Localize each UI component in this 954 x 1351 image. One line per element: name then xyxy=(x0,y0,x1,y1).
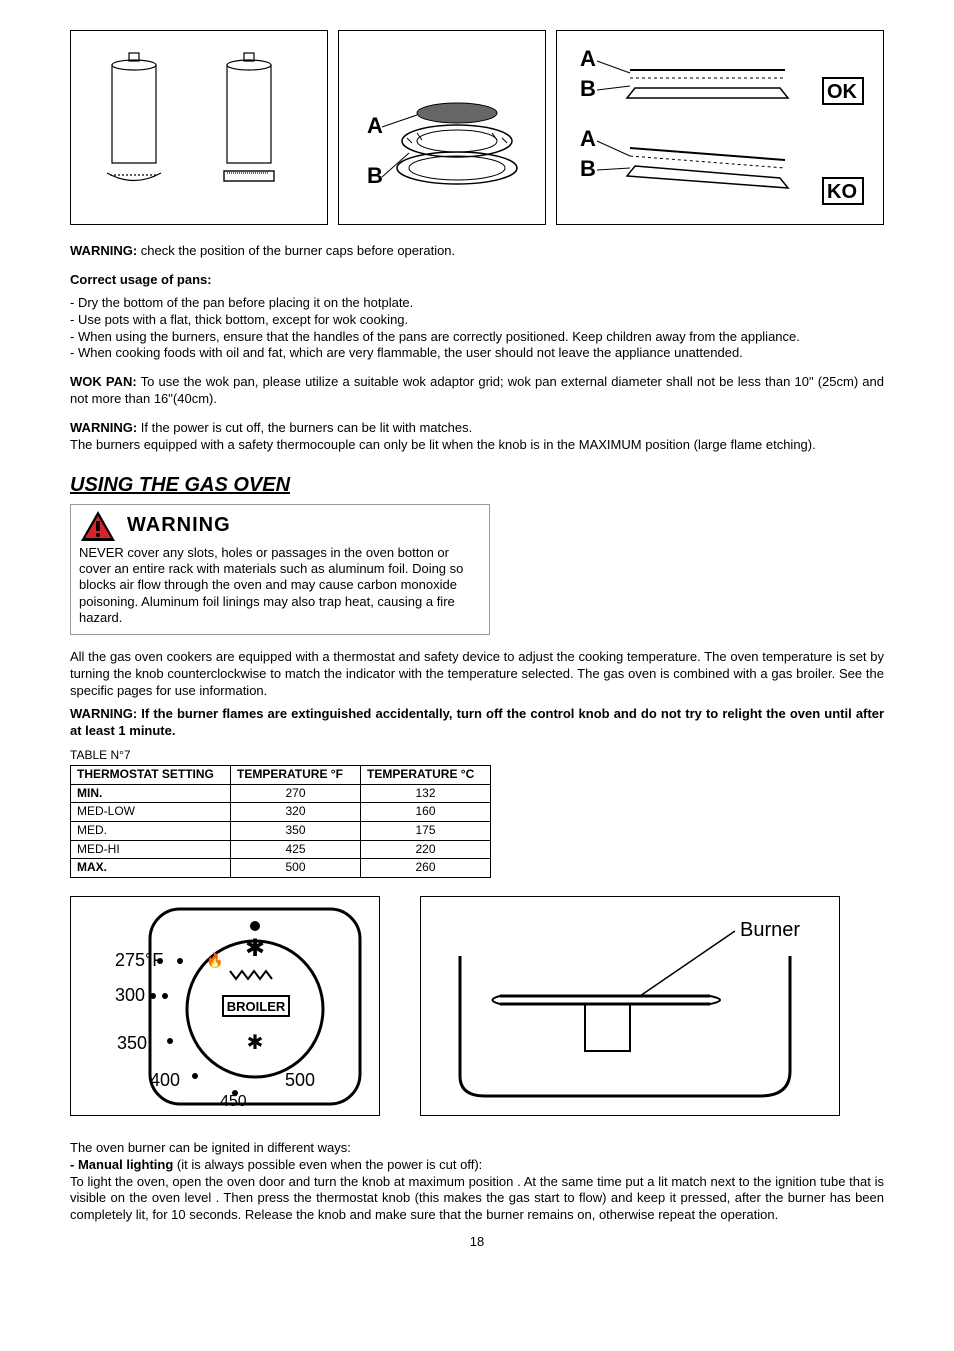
burner-cap-figure-row: A B A B xyxy=(70,30,884,225)
warning2-line2: The burners equipped with a safety therm… xyxy=(70,437,884,454)
warning2-line1: If the power is cut off, the burners can… xyxy=(137,420,472,435)
dial-500: 500 xyxy=(285,1070,315,1090)
oven-diagram-row: ✱ 🔥 BROILER ✱ 275°F 300 350 400 450 500 xyxy=(70,896,884,1116)
thermostat-dial-diagram: ✱ 🔥 BROILER ✱ 275°F 300 350 400 450 500 xyxy=(70,896,380,1116)
cell-c: 132 xyxy=(361,784,491,803)
manual-lighting-line: - Manual lighting (it is always possible… xyxy=(70,1157,884,1174)
dial-400: 400 xyxy=(150,1070,180,1090)
table-row: MED-LOW 320 160 xyxy=(71,803,491,822)
dial-300: 300 xyxy=(115,985,145,1005)
warning-caps-line: WARNING: check the position of the burne… xyxy=(70,243,884,260)
correct-usage-heading: Correct usage of pans: xyxy=(70,272,884,289)
manual-text: (it is always possible even when the pow… xyxy=(173,1157,482,1172)
svg-text:A: A xyxy=(580,126,596,151)
table-row: MAX. 500 260 xyxy=(71,859,491,878)
warning2-label: WARNING: xyxy=(70,420,137,435)
th-temp-c: TEMPERATURE °C xyxy=(361,766,491,785)
cell-c: 175 xyxy=(361,821,491,840)
th-temp-f: TEMPERATURE °F xyxy=(231,766,361,785)
wok-label: WOK PAN: xyxy=(70,374,137,389)
svg-text:B: B xyxy=(580,76,596,101)
ko-label: KO xyxy=(827,181,857,203)
oven-warning-bold: WARNING: If the burner flames are exting… xyxy=(70,706,884,740)
usage-line-4: - When cooking foods with oil and fat, w… xyxy=(70,345,884,362)
cell-f: 320 xyxy=(231,803,361,822)
warning-header: WARNING xyxy=(79,509,481,543)
cell-c: 160 xyxy=(361,803,491,822)
table-row: MED-HI 425 220 xyxy=(71,840,491,859)
cell-setting: MED. xyxy=(71,821,231,840)
dial-275: 275°F xyxy=(115,950,163,970)
table-row: MIN. 270 132 xyxy=(71,784,491,803)
cell-setting: MED-LOW xyxy=(71,803,231,822)
section-title: USING THE GAS OVEN xyxy=(70,472,884,498)
ignition-intro: The oven burner can be ignited in differ… xyxy=(70,1140,884,1157)
table-header-row: THERMOSTAT SETTING TEMPERATURE °F TEMPER… xyxy=(71,766,491,785)
warning-box-title: WARNING xyxy=(127,513,231,538)
svg-text:✱: ✱ xyxy=(247,1032,264,1054)
ok-label: OK xyxy=(827,81,858,103)
oven-burner-diagram: Burner xyxy=(420,896,840,1116)
usage-line-3: - When using the burners, ensure that th… xyxy=(70,329,884,346)
label-b: B xyxy=(367,163,383,188)
cell-f: 350 xyxy=(231,821,361,840)
warning-caps-text: check the position of the burner caps be… xyxy=(137,243,455,258)
usage-line-1: - Dry the bottom of the pan before placi… xyxy=(70,295,884,312)
label-a: A xyxy=(367,113,383,138)
svg-text:A: A xyxy=(580,46,596,71)
wok-paragraph: WOK PAN: To use the wok pan, please util… xyxy=(70,374,884,408)
cell-setting: MIN. xyxy=(71,784,231,803)
table-row: MED. 350 175 xyxy=(71,821,491,840)
svg-text:✱: ✱ xyxy=(245,935,265,962)
wok-text: To use the wok pan, please utilize a sui… xyxy=(70,374,884,406)
broiler-label: BROILER xyxy=(227,999,286,1014)
manual-paragraph: To light the oven, open the oven door an… xyxy=(70,1174,884,1225)
svg-text:🔥: 🔥 xyxy=(206,952,223,969)
warning2-paragraph: WARNING: If the power is cut off, the bu… xyxy=(70,420,884,437)
figure-burner-cap-ab: A B xyxy=(338,30,546,225)
warning-label: WARNING: xyxy=(70,243,137,258)
cell-c: 220 xyxy=(361,840,491,859)
cell-f: 270 xyxy=(231,784,361,803)
svg-text:B: B xyxy=(580,156,596,181)
dial-350: 350 xyxy=(117,1033,147,1053)
cell-c: 260 xyxy=(361,859,491,878)
cell-setting: MED-HI xyxy=(71,840,231,859)
cell-f: 500 xyxy=(231,859,361,878)
manual-label: - Manual lighting xyxy=(70,1157,173,1172)
table-label: TABLE N°7 xyxy=(70,748,884,764)
dial-450: 450 xyxy=(220,1093,247,1110)
thermostat-table: THERMOSTAT SETTING TEMPERATURE °F TEMPER… xyxy=(70,765,491,878)
warning-triangle-icon xyxy=(79,509,117,543)
page-number: 18 xyxy=(70,1234,884,1251)
warning-callout-box: WARNING NEVER cover any slots, holes or … xyxy=(70,504,490,635)
figure-ok-ko: A B OK A B KO xyxy=(556,30,884,225)
th-setting: THERMOSTAT SETTING xyxy=(71,766,231,785)
oven-description: All the gas oven cookers are equipped wi… xyxy=(70,649,884,700)
usage-line-2: - Use pots with a flat, thick bottom, ex… xyxy=(70,312,884,329)
cell-f: 425 xyxy=(231,840,361,859)
figure-pot-shapes xyxy=(70,30,328,225)
burner-label: Burner xyxy=(740,919,800,941)
cell-setting: MAX. xyxy=(71,859,231,878)
warning-box-text: NEVER cover any slots, holes or passages… xyxy=(79,545,481,626)
